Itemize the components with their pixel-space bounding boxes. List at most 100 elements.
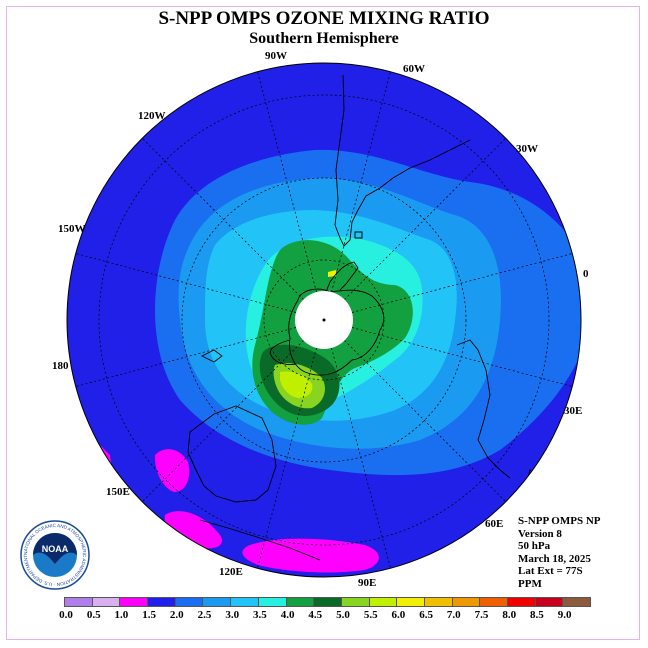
meridian-line — [142, 340, 304, 502]
colorbar-swatch — [313, 597, 342, 607]
colorbar-swatch — [91, 597, 121, 607]
parallel-60s — [181, 177, 467, 463]
colorbar-swatch — [368, 597, 398, 607]
ozone-band-6.5-spot — [328, 270, 336, 277]
colorbar-swatch — [340, 597, 370, 607]
ozone-band-1.0-region-a — [154, 449, 190, 492]
colorbar-tick-label: 7.5 — [474, 609, 489, 621]
map-title: S-NPP OMPS OZONE MIXING RATIO — [158, 8, 490, 29]
lon-label-30w: 30W — [516, 143, 538, 155]
colorbar-tick-label: 9.0 — [557, 609, 572, 621]
colorbar-tick-label: 2.5 — [197, 609, 212, 621]
meridian-line — [351, 253, 573, 313]
coast-ross-ice — [269, 339, 297, 365]
meridian-lines — [75, 71, 573, 569]
colorbar-tick-label: 4.5 — [308, 609, 323, 621]
colorbar-tick-label: 8.0 — [502, 609, 517, 621]
coast-falklands — [354, 231, 363, 239]
colorbar-tick-label: 3.5 — [253, 609, 267, 621]
info-date: March 18, 2025 — [518, 552, 591, 565]
info-version: Version 8 — [518, 527, 562, 540]
meridian-line — [257, 347, 317, 569]
info-instrument: S-NPP OMPS NP — [518, 515, 601, 527]
logo-text: NOAA — [42, 544, 69, 554]
meridian-line — [75, 327, 297, 387]
south-pole-marker — [322, 318, 326, 322]
colorbar-tick-label: 7.0 — [446, 609, 461, 621]
colorbar-swatch — [534, 597, 564, 607]
meridian-line — [331, 347, 391, 569]
colorbar-swatch — [257, 597, 287, 607]
colorbar-swatch — [64, 597, 93, 607]
colorbar-tick-label: 0.5 — [86, 609, 101, 621]
colorbar-swatch — [507, 597, 536, 607]
colorbar-swatch — [285, 597, 315, 607]
lon-label-150e: 150E — [106, 486, 130, 498]
colorbar-tick-label: 5.0 — [336, 609, 350, 621]
coast-antarctic-peninsula — [325, 261, 359, 293]
colorbar-tick-label: 6.5 — [419, 609, 433, 621]
meridian-line — [331, 71, 391, 293]
lon-label-90w: 90W — [265, 50, 287, 62]
noaa-logo: NATIONAL OCEANIC AND ATMOSPHERIC ADMINIS… — [20, 520, 90, 590]
colorbar-tick-label: 5.5 — [363, 609, 378, 621]
map-subtitle: Southern Hemisphere — [249, 30, 399, 47]
coast-australia — [187, 405, 277, 503]
meridian-line — [344, 340, 506, 502]
colorbar-swatch — [396, 597, 425, 607]
ozone-band-1.0-region-b — [164, 511, 222, 549]
coastlines — [187, 74, 545, 561]
figure-border — [6, 6, 640, 640]
colorbar-tick-label: 3.0 — [225, 609, 240, 621]
coast-africa — [456, 339, 511, 479]
colorbar-swatch — [119, 597, 149, 607]
lon-label-120e: 120E — [219, 566, 243, 578]
lon-label-60w: 60W — [403, 63, 425, 75]
graticule — [98, 94, 550, 546]
meridian-line — [344, 138, 506, 300]
meridian-line — [75, 253, 297, 313]
ozone-band-1.0-region-c — [242, 538, 379, 573]
data-info-block: S-NPP OMPS NP Version 8 50 hPa March 18,… — [518, 515, 601, 590]
coast-south-america — [334, 74, 471, 247]
colorbar-tick-labels: 0.0 0.5 1.0 1.5 2.0 2.5 3.0 3.5 4.0 4.5 5.0 5.5 6.0 6… — [0, 609, 648, 623]
lon-label-30e: 30E — [564, 405, 583, 417]
ozone-band-6.0 — [280, 371, 313, 398]
colorbar-tick-label: 8.5 — [530, 609, 544, 621]
meridian-line — [351, 327, 573, 387]
parallel-45s — [98, 94, 550, 546]
colorbar-tick-label: 2.0 — [169, 609, 184, 621]
coast-new-zealand — [200, 349, 223, 363]
colorbar-swatch — [479, 597, 508, 607]
colorbar — [64, 597, 592, 607]
lon-label-150w: 150W — [58, 223, 86, 235]
colorbar-tick-label: 1.0 — [114, 609, 129, 621]
colorbar-swatch — [147, 597, 176, 607]
info-level: 50 hPa — [518, 540, 551, 552]
coast-indonesia — [199, 519, 321, 561]
meridian-line — [257, 71, 317, 293]
colorbar-swatch — [230, 597, 259, 607]
colorbar-swatch — [451, 597, 481, 607]
colorbar-tick-label: 1.5 — [142, 609, 156, 621]
info-units: PPM — [518, 577, 542, 590]
colorbar-swatch — [423, 597, 453, 607]
colorbar-swatch — [562, 597, 592, 607]
ozone-field — [67, 63, 581, 577]
lon-label-90e: 90E — [358, 577, 377, 589]
meridian-line — [142, 138, 304, 300]
parallel-75s — [263, 259, 385, 381]
coast-madagascar — [525, 469, 545, 501]
colorbar-tick-label: 6.0 — [391, 609, 406, 621]
lon-label-0: 0 — [583, 268, 589, 280]
lon-label-60e: 60E — [485, 518, 504, 530]
lon-label-120w: 120W — [138, 110, 166, 122]
coast-antarctica — [288, 288, 385, 376]
colorbar-swatch — [202, 597, 232, 607]
info-lat-ext: Lat Ext = 77S — [518, 565, 583, 577]
colorbar-swatch — [174, 597, 204, 607]
colorbar-tick-label: 0.0 — [59, 609, 73, 621]
colorbar-tick-label: 4.0 — [280, 609, 295, 621]
